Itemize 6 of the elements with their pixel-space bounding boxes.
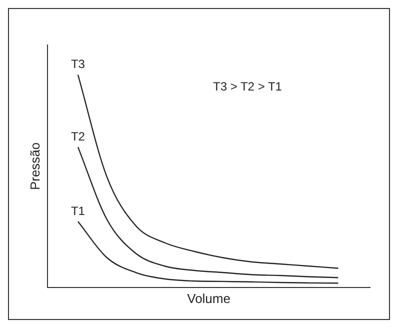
series-label: T1 [70,204,86,218]
x-axis-title: Volume [187,290,230,306]
series-label: T3 [70,57,86,72]
series-label: T2 [70,129,86,144]
annotation: T3 > T2 > T1 [213,79,282,94]
y-axis-title: Pressão [27,142,42,190]
